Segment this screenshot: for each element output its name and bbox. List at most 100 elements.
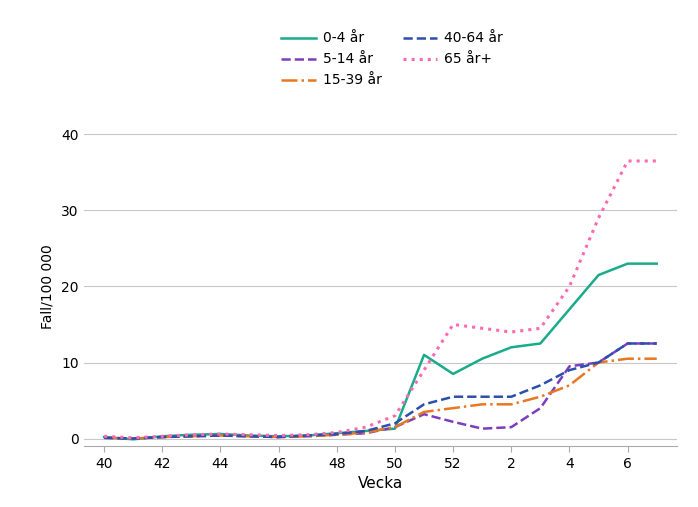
Line: 15-39 år: 15-39 år [104, 359, 657, 439]
5-14 år [129, 436, 138, 442]
X-axis label: Vecka: Vecka [358, 476, 403, 491]
0-4 år [565, 306, 574, 312]
65 år+ [362, 424, 370, 430]
0-4 år [216, 431, 225, 437]
65 år+ [274, 432, 283, 439]
15-39 år [158, 434, 167, 440]
15-39 år [246, 433, 254, 439]
0-4 år [594, 272, 602, 278]
5-14 år [623, 341, 632, 347]
65 år+ [594, 215, 602, 221]
40-64 år [419, 402, 428, 408]
65 år+ [100, 433, 108, 439]
65 år+ [653, 158, 661, 164]
Line: 65 år+: 65 år+ [104, 161, 657, 438]
5-14 år [304, 433, 312, 439]
15-39 år [274, 434, 283, 440]
0-4 år [449, 371, 457, 377]
5-14 år [536, 405, 544, 411]
Line: 0-4 år: 0-4 år [104, 264, 657, 439]
0-4 år [246, 432, 254, 439]
40-64 år [507, 393, 515, 400]
40-64 år [216, 432, 225, 439]
15-39 år [653, 356, 661, 362]
15-39 år [187, 433, 195, 439]
0-4 år [623, 261, 632, 267]
0-4 år [362, 428, 370, 434]
15-39 år [100, 435, 108, 441]
15-39 år [129, 436, 138, 442]
40-64 år [478, 393, 487, 400]
5-14 år [362, 430, 370, 436]
5-14 år [449, 419, 457, 425]
5-14 år [419, 411, 428, 417]
0-4 år [478, 356, 487, 362]
40-64 år [187, 433, 195, 439]
5-14 år [158, 434, 167, 440]
40-64 år [129, 436, 138, 442]
65 år+ [507, 329, 515, 335]
65 år+ [419, 367, 428, 373]
0-4 år [507, 344, 515, 350]
0-4 år [333, 430, 341, 436]
65 år+ [129, 435, 138, 441]
15-39 år [333, 432, 341, 438]
5-14 år [478, 426, 487, 432]
5-14 år [274, 434, 283, 440]
40-64 år [536, 382, 544, 388]
Line: 5-14 år: 5-14 år [104, 344, 657, 439]
65 år+ [187, 432, 195, 438]
15-39 år [536, 393, 544, 400]
15-39 år [419, 409, 428, 415]
5-14 år [246, 433, 254, 439]
0-4 år [419, 352, 428, 358]
5-14 år [594, 359, 602, 366]
40-64 år [304, 432, 312, 439]
Y-axis label: Fall/100 000: Fall/100 000 [40, 244, 54, 329]
40-64 år [594, 359, 602, 366]
65 år+ [391, 413, 399, 419]
15-39 år [507, 402, 515, 408]
40-64 år [333, 431, 341, 437]
5-14 år [216, 432, 225, 439]
15-39 år [391, 424, 399, 430]
15-39 år [478, 402, 487, 408]
5-14 år [187, 433, 195, 439]
0-4 år [274, 433, 283, 439]
Legend: 0-4 år, 5-14 år, 15-39 år, 40-64 år, 65 år+: 0-4 år, 5-14 år, 15-39 år, 40-64 år, 65 … [281, 31, 503, 87]
0-4 år [129, 436, 138, 442]
65 år+ [478, 325, 487, 332]
0-4 år [158, 433, 167, 439]
40-64 år [565, 367, 574, 373]
65 år+ [449, 321, 457, 328]
65 år+ [536, 325, 544, 332]
40-64 år [100, 435, 108, 441]
40-64 år [362, 428, 370, 434]
40-64 år [158, 434, 167, 440]
15-39 år [304, 433, 312, 439]
65 år+ [158, 433, 167, 439]
65 år+ [304, 432, 312, 438]
40-64 år [653, 341, 661, 347]
65 år+ [623, 158, 632, 164]
0-4 år [100, 434, 108, 440]
15-39 år [565, 382, 574, 388]
5-14 år [391, 424, 399, 430]
5-14 år [653, 341, 661, 347]
40-64 år [623, 341, 632, 347]
15-39 år [623, 356, 632, 362]
5-14 år [565, 363, 574, 369]
0-4 år [653, 261, 661, 267]
0-4 år [304, 432, 312, 439]
40-64 år [391, 420, 399, 426]
0-4 år [536, 341, 544, 347]
40-64 år [274, 434, 283, 440]
15-39 år [449, 405, 457, 411]
40-64 år [449, 393, 457, 400]
15-39 år [216, 432, 225, 439]
0-4 år [391, 426, 399, 432]
0-4 år [187, 432, 195, 438]
65 år+ [216, 431, 225, 437]
5-14 år [507, 424, 515, 430]
Line: 40-64 år: 40-64 år [104, 344, 657, 439]
